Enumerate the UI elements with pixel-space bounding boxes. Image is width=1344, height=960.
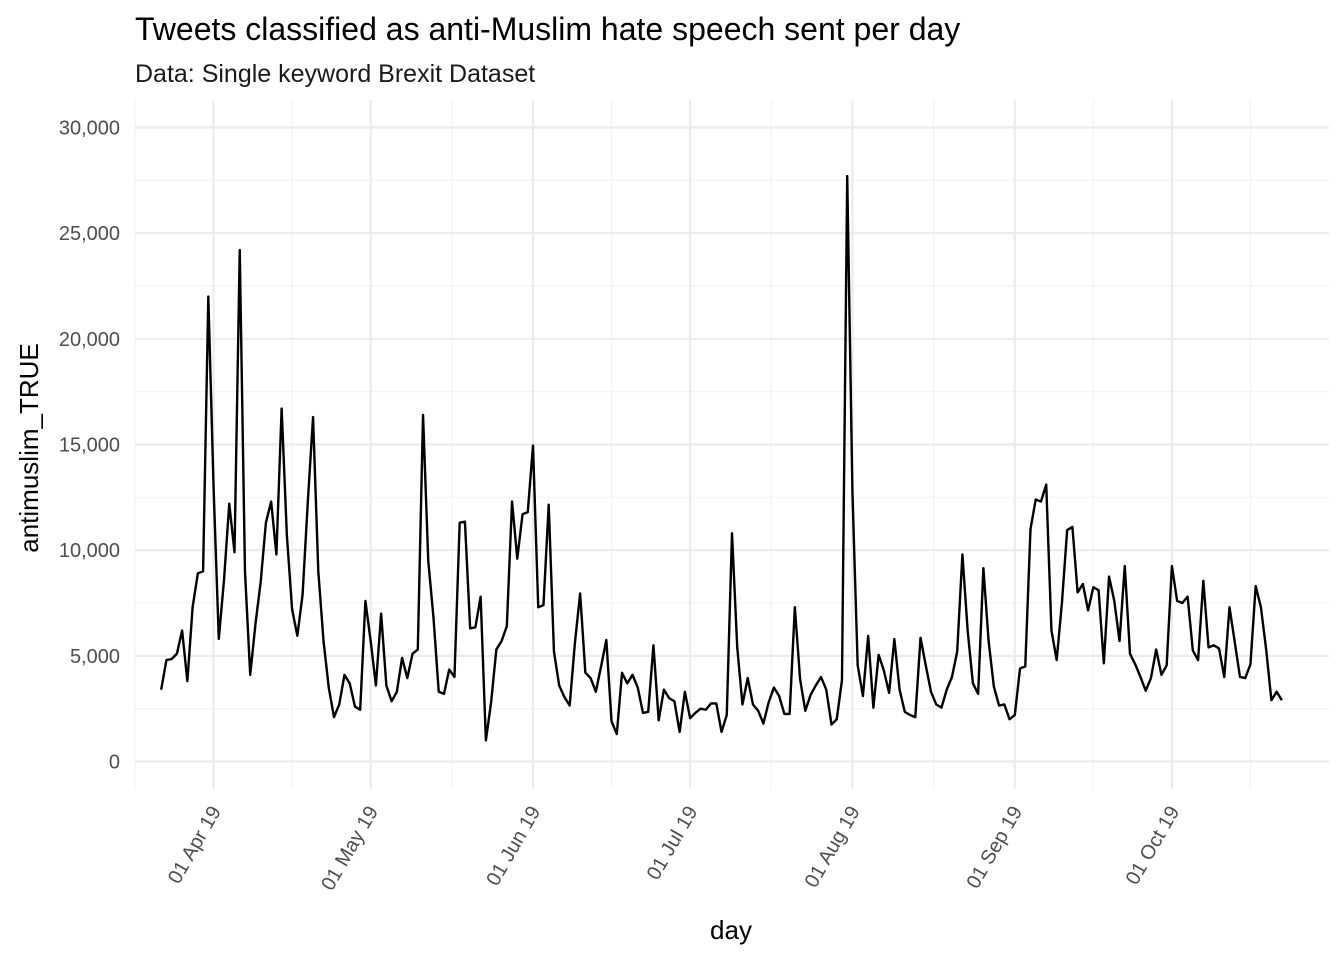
series-line — [159, 174, 1283, 742]
y-tick-label: 25,000 — [59, 223, 120, 245]
y-axis-title: antimuslim_TRUE — [14, 343, 44, 553]
x-tick-label: 01 Sep 19 — [962, 803, 1027, 893]
chart-title: Tweets classified as anti-Muslim hate sp… — [135, 11, 960, 47]
x-axis-title: day — [710, 915, 752, 945]
x-tick-label: 01 May 19 — [317, 803, 383, 895]
y-tick-label: 5,000 — [70, 646, 120, 668]
y-tick-label: 30,000 — [59, 117, 120, 139]
y-tick-label: 20,000 — [59, 329, 120, 351]
y-tick-label: 0 — [109, 752, 120, 774]
chart-subtitle: Data: Single keyword Brexit Dataset — [135, 60, 535, 88]
y-tick-label: 15,000 — [59, 435, 120, 457]
y-tick-label: 10,000 — [59, 540, 120, 562]
x-tick-label: 01 Jun 19 — [482, 803, 545, 890]
y-axis-tick-labels: 0 5,000 10,000 15,000 20,000 25,000 30,000 — [59, 117, 120, 773]
x-axis-tick-labels: 01 Apr 19 01 May 19 01 Jun 19 01 Jul 19 01 A… — [164, 803, 1184, 895]
x-tick-label: 01 Jul 19 — [643, 803, 703, 884]
x-tick-label: 01 Apr 19 — [164, 803, 226, 888]
x-tick-label: 01 Aug 19 — [801, 803, 865, 892]
x-tick-label: 01 Oct 19 — [1122, 803, 1184, 889]
